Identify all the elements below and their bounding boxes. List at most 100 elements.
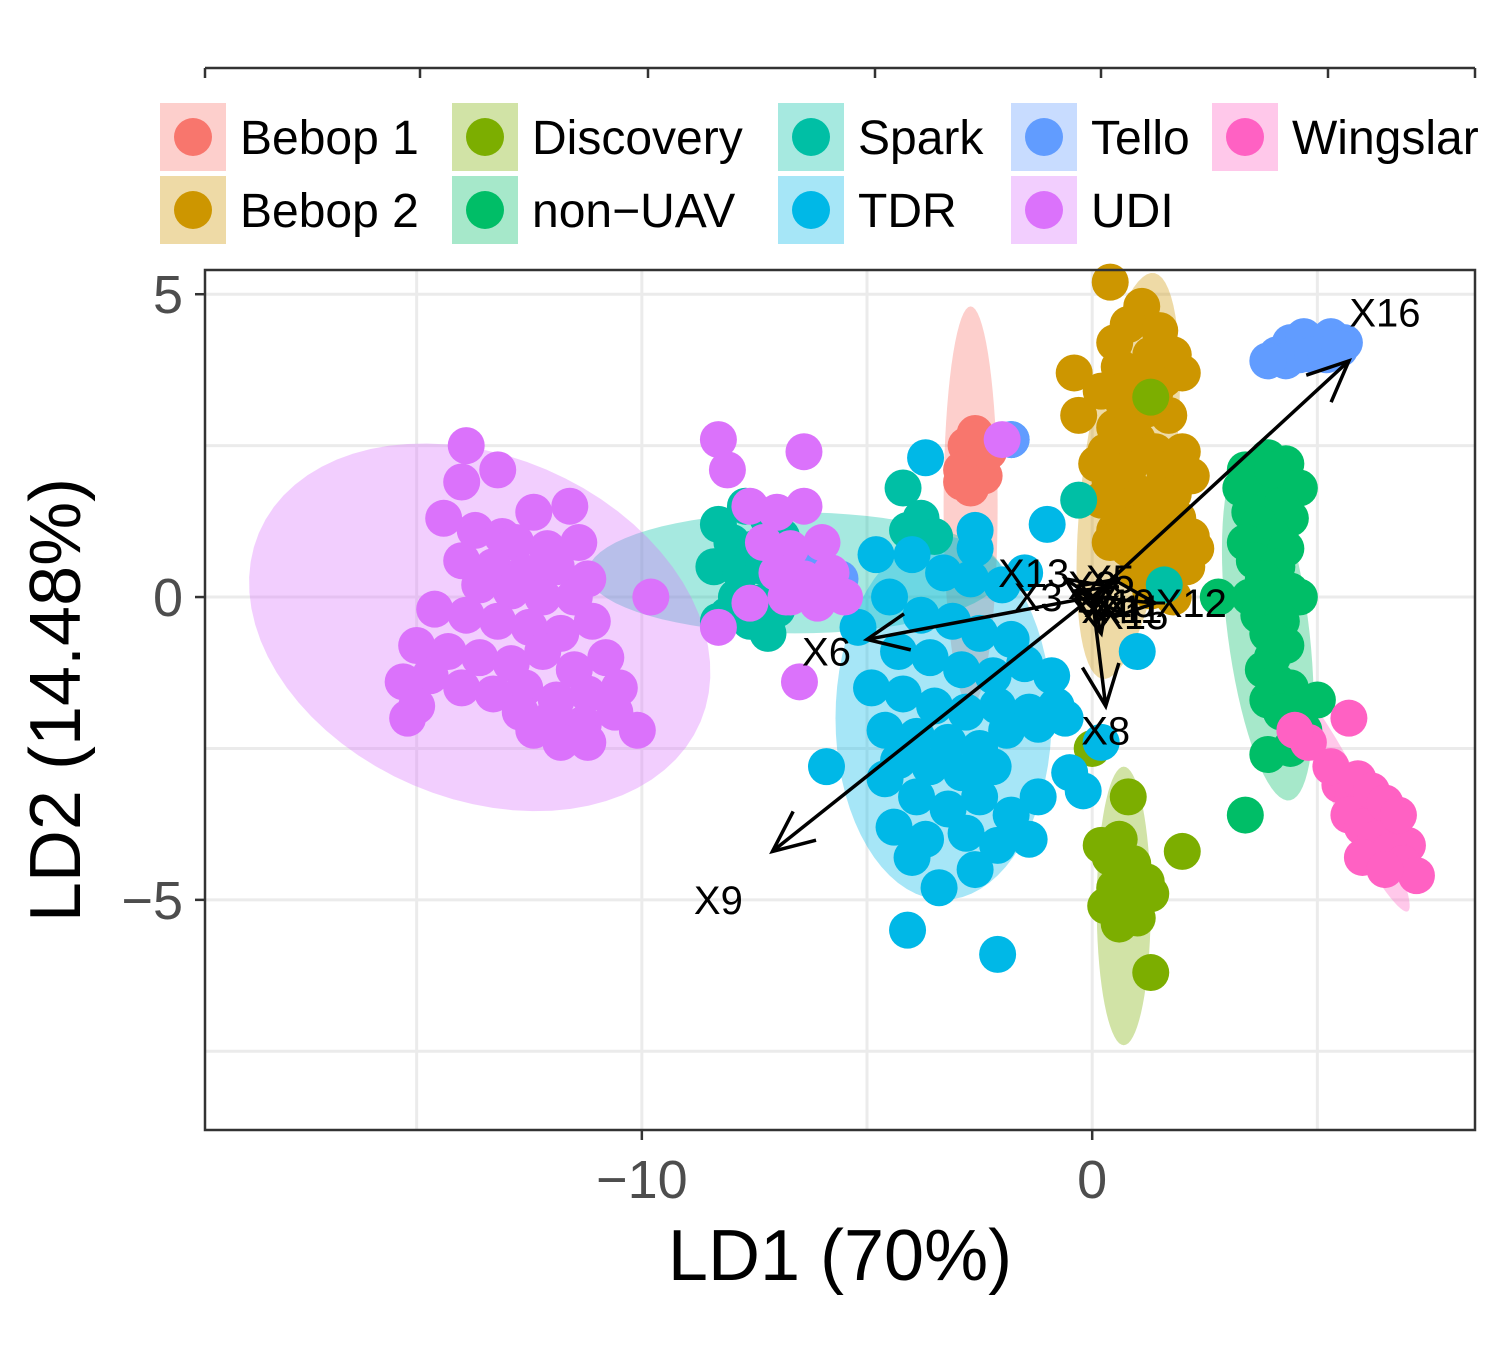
point-tdr	[1006, 554, 1044, 592]
legend-label-tdr: TDR	[858, 185, 957, 238]
point-udi	[461, 566, 499, 604]
x-tick-label: −10	[596, 1150, 688, 1210]
point-udi	[443, 463, 481, 501]
point-udi	[699, 421, 737, 459]
point-tdr	[1064, 772, 1102, 810]
point-tello	[1321, 330, 1359, 368]
point-non-uav	[1199, 578, 1237, 616]
point-tdr	[1118, 633, 1156, 671]
point-udi	[708, 451, 746, 489]
point-tdr	[839, 608, 877, 646]
arrow-label-x6: X6	[802, 631, 851, 675]
point-udi	[551, 487, 589, 525]
x-tick-label: 0	[1077, 1150, 1107, 1210]
point-tdr	[898, 778, 936, 816]
legend-dot-wingslar	[1226, 118, 1264, 156]
data-points	[384, 263, 1435, 992]
point-spark	[884, 469, 922, 507]
legend-item-tdr: TDR	[778, 176, 957, 244]
point-tdr	[871, 578, 909, 616]
point-udi	[416, 590, 454, 628]
point-tdr	[961, 778, 999, 816]
point-tdr	[1033, 657, 1071, 695]
point-tdr	[880, 633, 918, 671]
point-wingslar	[1379, 796, 1417, 834]
point-tdr	[884, 675, 922, 713]
point-tdr	[956, 530, 994, 568]
point-tdr	[911, 639, 949, 677]
point-tdr	[907, 439, 945, 477]
point-udi	[479, 451, 517, 489]
arrow-shaft-9	[1090, 596, 1103, 634]
y-tick-label: 5	[153, 265, 183, 325]
arrow-shaft-X16	[1091, 359, 1351, 599]
point-discovery	[1132, 954, 1170, 992]
point-tdr	[807, 748, 845, 786]
legend-dot-bebop-1	[174, 118, 212, 156]
point-bebop-2	[1055, 354, 1093, 392]
point-udi	[447, 596, 485, 634]
point-spark	[749, 614, 787, 652]
legend-item-tello: Tello	[1011, 103, 1190, 171]
legend-dot-spark	[792, 118, 830, 156]
point-tdr	[1028, 505, 1066, 543]
point-udi	[398, 626, 436, 664]
point-udi	[767, 578, 805, 616]
point-wingslar	[1397, 857, 1435, 895]
legend-dot-tello	[1025, 118, 1063, 156]
point-udi	[542, 723, 580, 761]
arrow-head-9	[1072, 588, 1111, 638]
point-bebop-2	[1091, 524, 1129, 562]
point-udi	[573, 602, 611, 640]
arrow-label-x13: X13	[998, 552, 1069, 596]
point-tdr	[853, 669, 891, 707]
arrow-label-x4: X4	[1081, 588, 1130, 632]
arrow-shaft-X6	[866, 595, 1093, 642]
point-udi	[731, 584, 769, 622]
point-udi	[587, 639, 625, 677]
point-udi	[699, 608, 737, 646]
point-udi	[618, 711, 656, 749]
x-axis-title: LD1 (70%)	[668, 1216, 1012, 1296]
point-tdr	[979, 935, 1017, 973]
point-bebop-2	[1163, 354, 1201, 392]
arrow-label-x11: X11	[1094, 588, 1162, 632]
arrow-label-x9: X9	[694, 879, 743, 923]
legend-label-tello: Tello	[1091, 112, 1190, 165]
point-udi	[461, 639, 499, 677]
arrow-label-x15: X15	[1097, 594, 1168, 638]
legend-label-bebop-2: Bebop 2	[240, 185, 419, 238]
arrow-shaft-X9	[771, 595, 1094, 853]
point-udi	[443, 669, 481, 707]
point-tdr	[1010, 820, 1048, 858]
arrow-shaft-8	[1091, 595, 1125, 617]
loading-arrows	[769, 357, 1353, 855]
legend-dot-discovery	[466, 118, 504, 156]
arrow-label-x10: X10	[1084, 582, 1155, 626]
legend-item-spark: Spark	[778, 103, 984, 171]
point-non-uav	[1226, 796, 1264, 834]
arrow-label-x2: X2	[1068, 564, 1117, 608]
point-tello	[1249, 342, 1287, 380]
point-spark	[1145, 566, 1183, 604]
point-tdr	[866, 711, 904, 749]
legend: Bebop 1 Bebop 2 Discovery non−UAV Spark TDR Te…	[160, 66, 1479, 244]
point-udi	[524, 578, 562, 616]
point-tdr	[875, 808, 913, 846]
point-bebop-1	[943, 463, 981, 501]
point-tdr	[902, 596, 940, 634]
point-udi	[803, 524, 841, 562]
legend-item-wingslar: Wingslar	[1212, 103, 1479, 171]
point-non-uav	[1298, 681, 1336, 719]
arrow-head-8	[1078, 577, 1128, 618]
legend-label-bebop-1: Bebop 1	[240, 112, 419, 165]
arrow-head-X12	[1112, 579, 1160, 620]
arrow-label-x16: X16	[1349, 291, 1420, 335]
point-bebop-2	[1091, 263, 1129, 301]
arrow-head-X16	[1305, 357, 1353, 403]
arrow-label-x5: X5	[1086, 558, 1135, 602]
point-udi	[560, 524, 598, 562]
point-tdr	[857, 536, 895, 574]
point-udi	[569, 723, 607, 761]
